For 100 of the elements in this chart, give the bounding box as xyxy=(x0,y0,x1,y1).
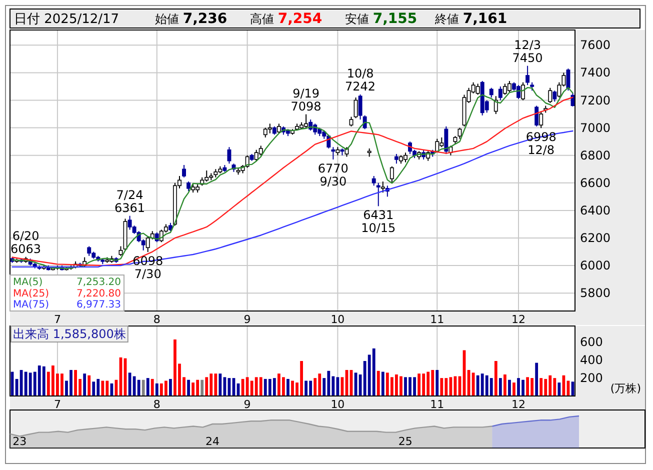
bar xyxy=(418,374,421,396)
bar xyxy=(436,370,439,396)
bar xyxy=(535,362,538,396)
annotation: 7/24 6361 xyxy=(114,188,146,215)
annotation: 9/19 7098 xyxy=(290,86,322,114)
bar xyxy=(286,378,290,396)
x-tick-label: 12 xyxy=(512,398,526,411)
candlestick xyxy=(258,145,263,156)
chart-title: 日付 2025/12/17 xyxy=(14,12,120,27)
candlestick xyxy=(349,116,354,127)
x-tick-label: 9 xyxy=(244,398,251,411)
x-tick-label: 24 xyxy=(206,435,220,448)
y-tick-label: 7000 xyxy=(580,120,611,135)
candlestick xyxy=(552,90,557,102)
bar xyxy=(88,375,91,396)
bar xyxy=(376,370,380,396)
annotation: 6/20 6063 xyxy=(10,228,42,256)
bar xyxy=(259,377,262,396)
x-tick-label: 9 xyxy=(244,313,251,326)
candlestick xyxy=(358,94,362,120)
y-tick-label: 6600 xyxy=(580,176,611,190)
x-tick-label: 8 xyxy=(153,313,160,326)
candlestick xyxy=(548,87,552,104)
candlestick xyxy=(444,126,448,154)
bar xyxy=(508,380,511,396)
annotation: 6431 10/15 xyxy=(361,208,396,236)
annotation: 12/3 7450 xyxy=(512,38,543,65)
bar xyxy=(187,380,190,396)
y-tick-label: 6400 xyxy=(580,203,611,218)
candlestick xyxy=(372,176,376,186)
bar xyxy=(272,378,276,396)
x-tick-label: 7 xyxy=(54,313,61,326)
annotation: 6770 9/30 xyxy=(318,161,348,188)
candlestick xyxy=(331,146,336,160)
bar xyxy=(101,380,104,396)
bar xyxy=(150,378,154,396)
y-tick-label: 5800 xyxy=(580,286,611,300)
bar xyxy=(200,380,204,396)
bar xyxy=(440,378,444,396)
bar xyxy=(558,382,561,396)
y-tick-label: 200 xyxy=(580,371,603,386)
candlestick xyxy=(507,80,512,92)
candlestick xyxy=(476,83,480,96)
bar xyxy=(164,380,168,396)
candlestick xyxy=(390,166,394,184)
bar xyxy=(146,378,150,396)
x-tick-label: 11 xyxy=(430,313,444,326)
text: MA(5) 7,253.20 xyxy=(13,277,121,288)
candlestick xyxy=(526,65,530,86)
candlestick xyxy=(354,96,358,119)
y-tick-label: 6800 xyxy=(580,148,611,162)
bar xyxy=(540,378,543,396)
x-tick-label: 23 xyxy=(12,435,27,448)
bar xyxy=(490,378,493,396)
text: 高値 7,254 xyxy=(250,11,322,27)
candlestick xyxy=(268,123,272,134)
candlestick xyxy=(118,246,123,256)
candlestick xyxy=(539,110,544,129)
y-tick-label: 6000 xyxy=(580,258,611,273)
x-tick-label: 12 xyxy=(512,313,526,326)
bar xyxy=(512,382,516,396)
y-tick-label: 7200 xyxy=(580,93,611,108)
chart-title: 出来高 1,585,800株 xyxy=(13,327,126,341)
y-tick-label: 7600 xyxy=(580,38,611,52)
bar xyxy=(169,378,172,396)
bar xyxy=(92,382,96,396)
candlestick xyxy=(245,154,250,168)
candlestick xyxy=(227,146,232,164)
candlestick xyxy=(566,68,570,92)
text: 終値 7,161 xyxy=(434,11,508,27)
x-tick-label: 7 xyxy=(54,398,61,411)
text: MA(25) 7,220.80 xyxy=(13,288,121,300)
candlestick xyxy=(182,164,186,178)
bar xyxy=(494,361,498,396)
x-tick-label: 10 xyxy=(330,398,345,411)
bar xyxy=(42,366,46,396)
candlestick xyxy=(521,82,525,101)
y-tick-label: 7400 xyxy=(580,66,611,80)
bar xyxy=(372,348,376,396)
candlestick xyxy=(498,86,502,101)
candlestick xyxy=(380,181,385,194)
bar xyxy=(218,374,222,396)
bar xyxy=(155,383,158,396)
bar xyxy=(304,380,308,396)
bar xyxy=(83,374,86,396)
bar xyxy=(137,380,140,396)
text: 安値 7,155 xyxy=(345,11,418,27)
bar xyxy=(142,380,145,396)
x-tick-label: 8 xyxy=(153,398,160,411)
bar xyxy=(192,382,195,396)
y-tick-label: 600 xyxy=(580,335,603,350)
candlestick xyxy=(534,105,539,127)
x-tick-label: 25 xyxy=(398,435,412,448)
candlestick xyxy=(376,182,380,207)
candlestick xyxy=(186,181,191,192)
annotation: 10/8 7242 xyxy=(345,66,376,94)
bar xyxy=(503,374,506,396)
bar xyxy=(381,372,384,396)
y-axis-title: (万株) xyxy=(610,382,641,395)
candlestick xyxy=(489,87,494,98)
